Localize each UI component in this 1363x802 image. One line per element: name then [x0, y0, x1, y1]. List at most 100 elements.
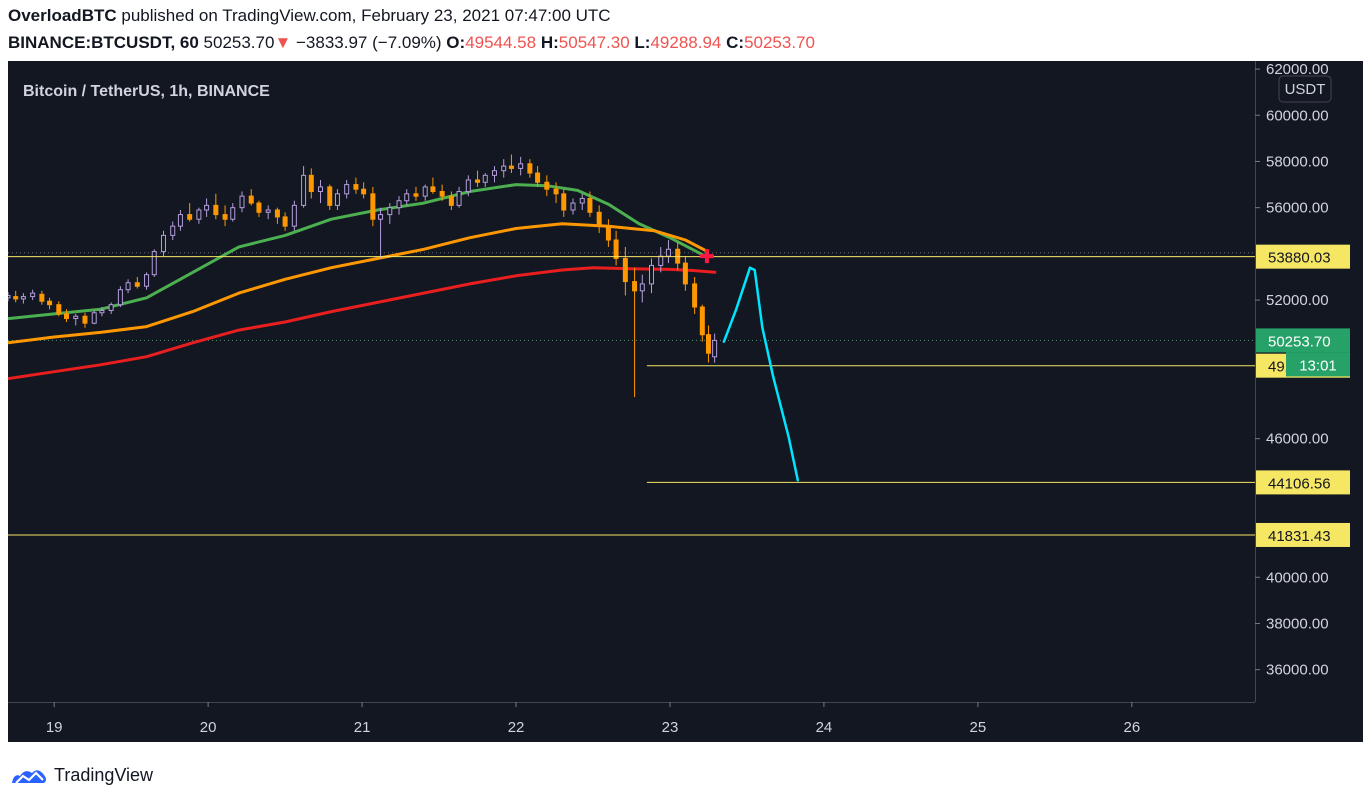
price-level-label-bg — [1256, 522, 1350, 547]
price-chart[interactable]: Bitcoin / TetherUS, 1h, BINANCE 62000.00 6… — [8, 61, 1363, 742]
candle-body — [570, 202, 576, 211]
y-tick-label: 52000.00 — [1266, 292, 1329, 309]
candle-body — [605, 225, 611, 241]
candle-body — [125, 282, 131, 291]
candle-body — [353, 184, 359, 190]
x-tick-label: 21 — [354, 719, 371, 736]
y-tick-label: 56000.00 — [1266, 200, 1329, 217]
candle-body — [370, 193, 376, 220]
y-tick-label: 40000.00 — [1266, 569, 1329, 586]
candle-body — [658, 255, 664, 266]
candle-body — [239, 195, 245, 209]
candle-body — [308, 174, 314, 193]
candle-body — [465, 179, 471, 193]
y-tick-label: 46000.00 — [1266, 431, 1329, 448]
high-value: 50547.30 — [558, 33, 630, 52]
chart-background — [8, 61, 1363, 742]
cross-marker-icon — [699, 249, 714, 264]
candle-body — [632, 281, 638, 292]
close-label: C: — [726, 33, 745, 52]
candle-body — [30, 292, 36, 298]
candle-body — [144, 274, 150, 287]
y-tick-label: 62000.00 — [1266, 61, 1329, 78]
author-name[interactable]: OverloadBTC — [8, 6, 117, 25]
candle-body — [387, 207, 393, 216]
candle-body — [256, 202, 262, 213]
candle-body — [327, 186, 333, 206]
chart-container[interactable]: Bitcoin / TetherUS, 1h, BINANCE 62000.00 6… — [8, 61, 1363, 742]
candle-body — [91, 312, 97, 324]
current-price-label: 50253.70 — [1268, 333, 1331, 350]
candle-body — [117, 289, 123, 306]
candle-body — [344, 184, 350, 195]
candle-body — [47, 300, 53, 306]
candle-body — [82, 315, 88, 324]
candle-body — [13, 296, 19, 300]
candle-body — [587, 197, 593, 213]
x-tick-label: 22 — [508, 719, 525, 736]
x-tick-label: 25 — [970, 719, 987, 736]
candle-body — [491, 170, 497, 176]
candle-body — [579, 197, 585, 204]
open-label: O: — [446, 33, 466, 52]
candle-body — [20, 296, 26, 300]
candle-body — [665, 248, 671, 257]
candle-body — [439, 191, 445, 197]
x-tick-label: 20 — [200, 719, 217, 736]
candle-body — [248, 195, 254, 204]
published-text: published on TradingView.com, February 2… — [121, 6, 611, 25]
price-level-label-bg — [1256, 470, 1350, 495]
candle-body — [318, 186, 324, 193]
tradingview-brand[interactable]: TradingView — [54, 764, 154, 785]
open-value: 49544.58 — [465, 33, 537, 52]
candle-body — [39, 293, 45, 302]
candle-body — [274, 209, 280, 218]
candle-body — [622, 257, 628, 283]
candle-body — [712, 339, 718, 358]
candle-body — [134, 282, 140, 287]
high-label: H: — [540, 33, 559, 52]
candle-body — [334, 193, 340, 206]
projection-drawing[interactable] — [722, 266, 800, 482]
x-tick-label: 26 — [1123, 719, 1140, 736]
candle-body — [361, 188, 367, 195]
candle-body — [222, 214, 228, 220]
chart-title: Bitcoin / TetherUS, 1h, BINANCE — [23, 83, 270, 100]
candle-body — [73, 315, 79, 320]
y-tick-label: 36000.00 — [1266, 662, 1329, 679]
candle-body — [692, 283, 698, 308]
candle-body — [613, 239, 619, 259]
x-tick-label: 23 — [662, 719, 679, 736]
ma-mid-line — [8, 222, 707, 345]
candle-body — [230, 207, 236, 220]
tradingview-footer: TradingView — [10, 762, 153, 788]
x-tick-label: 24 — [816, 719, 833, 736]
y-tick-label: 58000.00 — [1266, 153, 1329, 170]
candle-body — [396, 200, 402, 209]
ma-slow-line — [8, 266, 717, 381]
tradingview-logo-icon — [12, 770, 46, 784]
candle-body — [699, 306, 705, 336]
candle-body — [596, 211, 602, 227]
candle-body — [501, 165, 507, 172]
candle-body — [151, 251, 157, 276]
price-level-label: 44106.56 — [1268, 475, 1331, 492]
candle-body — [639, 283, 645, 292]
candle-body — [108, 304, 114, 311]
candle-body — [160, 234, 166, 253]
price-level-label: 53880.03 — [1268, 250, 1331, 267]
close-value: 50253.70 — [744, 33, 815, 52]
candle-body — [177, 214, 183, 227]
candle-body — [682, 262, 688, 285]
candle-body — [448, 195, 454, 206]
currency-box[interactable] — [1278, 75, 1332, 103]
price-level-label-bg — [1256, 244, 1350, 269]
candle-body — [413, 193, 419, 197]
countdown-label: 13:01 — [1299, 357, 1337, 374]
candle-body — [56, 304, 62, 315]
candle-body — [99, 309, 105, 314]
last-price: 50253.70 — [203, 33, 275, 52]
candle-body — [204, 204, 210, 211]
change-down-icon: ▼ — [274, 33, 292, 52]
current-price-label-bg — [1256, 328, 1350, 353]
